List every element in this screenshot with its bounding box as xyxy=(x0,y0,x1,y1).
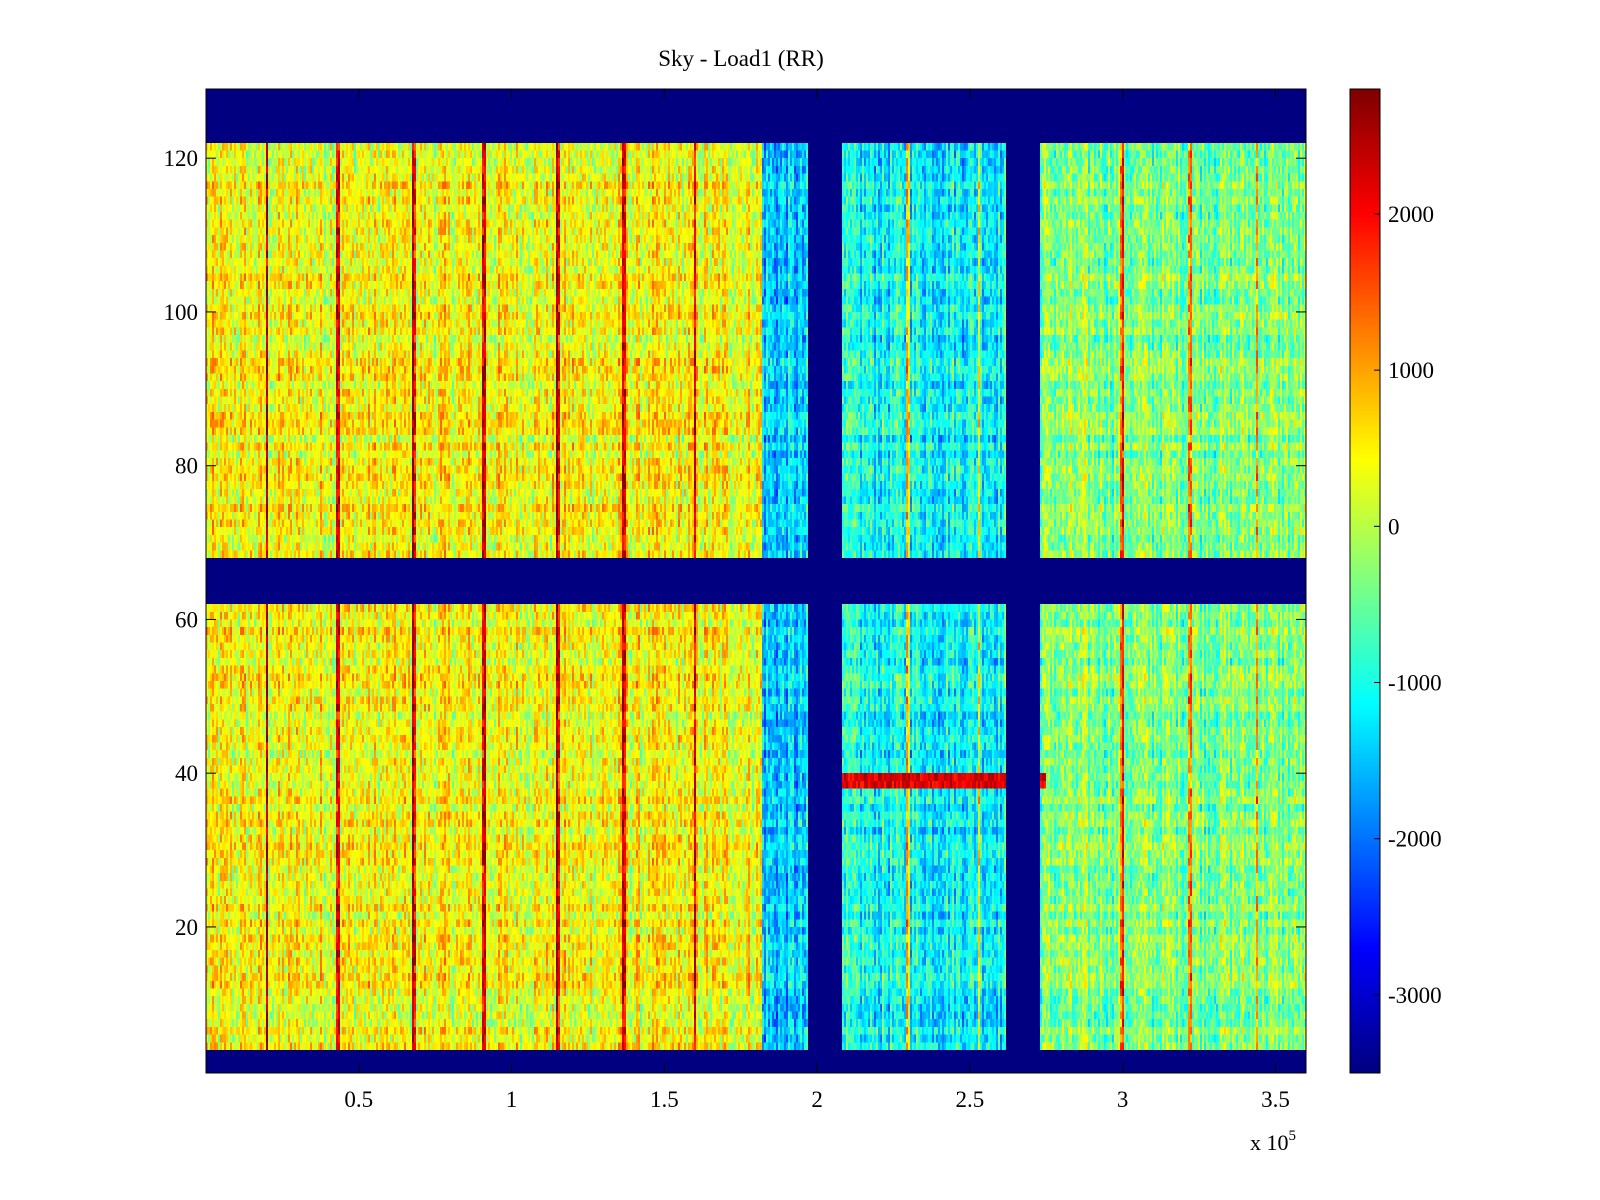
colorbar-tick-label: -2000 xyxy=(1388,827,1442,852)
x-tick-label: 0.5 xyxy=(344,1087,373,1112)
x-multiplier-base: x 10 xyxy=(1250,1130,1289,1155)
x-axis: 0.5 1 1.5 2 2.5 3 3.5 xyxy=(344,89,1290,1112)
x-tick-label: 2.5 xyxy=(956,1087,985,1112)
colorbar-frame xyxy=(1349,88,1381,1074)
x-multiplier-label: x 105 xyxy=(1250,1128,1296,1155)
y-tick-label: 80 xyxy=(175,454,198,479)
x-tick-label: 3.5 xyxy=(1261,1087,1290,1112)
y-tick-label: 20 xyxy=(175,915,198,940)
x-tick-label: 3 xyxy=(1117,1087,1129,1112)
y-tick-label: 40 xyxy=(175,761,198,786)
colorbar: 2000 1000 0 -1000 -2000 -3000 xyxy=(1349,88,1442,1074)
plot-area xyxy=(205,88,1307,1074)
x-tick-label: 1 xyxy=(506,1087,518,1112)
colorbar-tick-label: 1000 xyxy=(1388,358,1434,383)
colorbar-tick-label: 0 xyxy=(1388,514,1400,539)
chart-title: Sky - Load1 (RR) xyxy=(658,46,823,71)
y-tick-label: 120 xyxy=(164,146,199,171)
colorbar-image xyxy=(1350,89,1380,1073)
heatmap-image xyxy=(206,89,1306,1073)
y-tick-label: 100 xyxy=(164,300,199,325)
plot-frame xyxy=(205,88,1307,1074)
x-tick-label: 1.5 xyxy=(650,1087,679,1112)
y-tick-label: 60 xyxy=(175,607,198,632)
y-axis: 20 40 60 80 100 120 xyxy=(164,146,1306,940)
x-tick-label: 2 xyxy=(811,1087,823,1112)
colorbar-ticks: 2000 1000 0 -1000 -2000 -3000 xyxy=(1374,202,1442,1008)
colorbar-tick-label: -3000 xyxy=(1388,983,1442,1008)
x-multiplier-exponent: 5 xyxy=(1289,1128,1297,1144)
colorbar-tick-label: -1000 xyxy=(1388,671,1442,696)
colorbar-tick-label: 2000 xyxy=(1388,202,1434,227)
